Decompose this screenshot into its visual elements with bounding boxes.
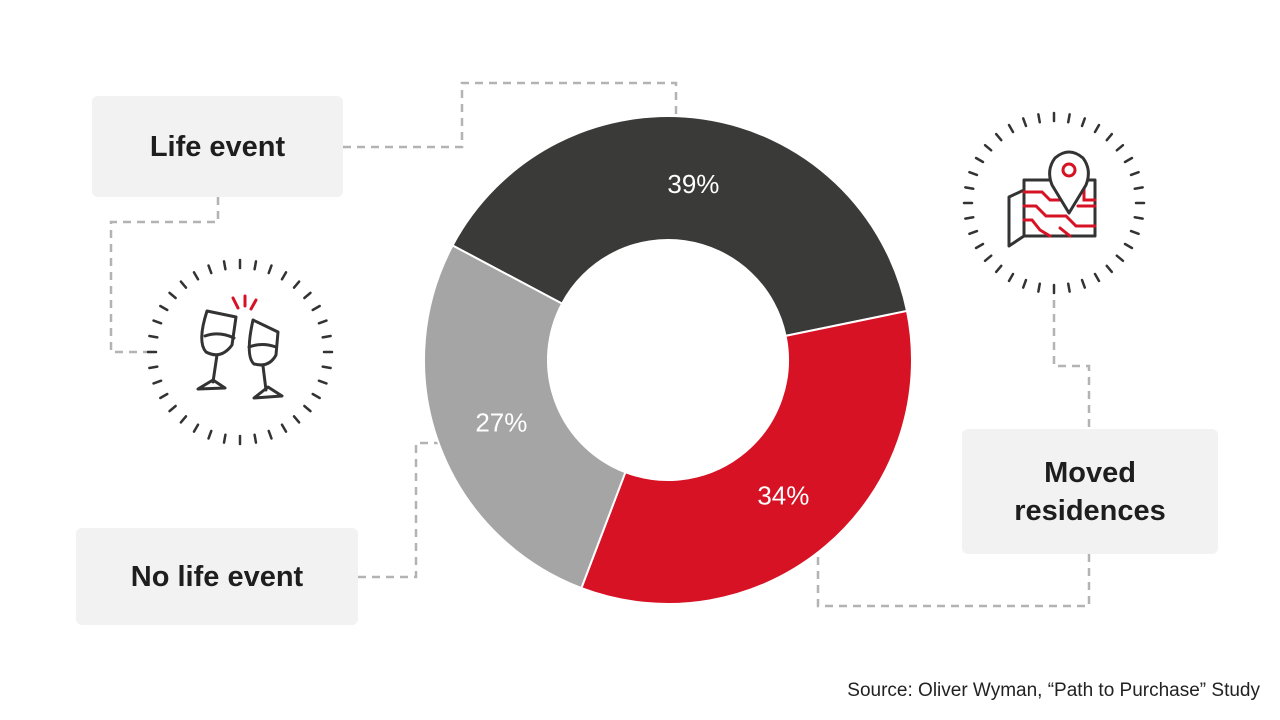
champagne-glasses-icon [146, 258, 334, 446]
callout-life-event: Life event [92, 96, 343, 197]
slice-label-life-event: 39% [667, 169, 719, 199]
callout-life-event-label: Life event [149, 130, 286, 163]
callout-moved-residences: Moved residences [962, 429, 1218, 554]
slice-label-moved-residences: 34% [757, 481, 809, 511]
map-pin-icon [962, 111, 1146, 295]
connector-moved-residences [816, 554, 1091, 608]
slice-label-no-life-event: 27% [475, 408, 527, 438]
donut-chart: 39% 34% 27% [423, 115, 913, 605]
dashed-circle-right [962, 111, 1146, 295]
connector-lines [109, 81, 1091, 608]
donut-slice-moved-residences [580, 309, 913, 605]
callout-no-life-event: No life event [76, 528, 358, 625]
connector-no-life-event [358, 441, 440, 579]
callout-no-life-event-label: No life event [130, 560, 304, 593]
connector-life-event-icon [109, 197, 220, 354]
source-note: Source: Oliver Wyman, “Path to Purchase”… [847, 680, 1260, 701]
callout-moved-residences-label: Moved residences [1014, 456, 1166, 527]
dashed-circle-left [146, 258, 334, 446]
donut-slice-no-life-event [423, 244, 627, 590]
donut-slice-life-event [451, 115, 909, 338]
connector-moved-icon [1052, 300, 1091, 429]
connector-life-event [343, 81, 678, 149]
